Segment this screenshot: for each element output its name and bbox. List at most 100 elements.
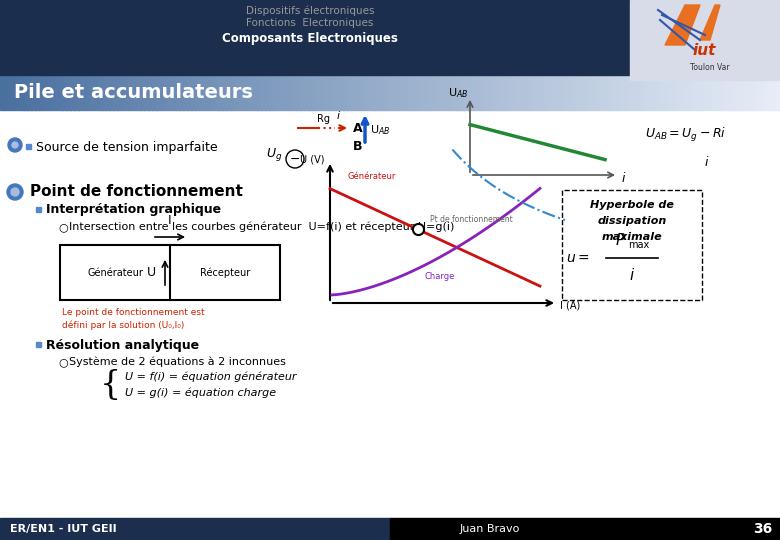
Text: iut: iut	[693, 43, 716, 58]
Text: Hyperbole de: Hyperbole de	[590, 200, 674, 210]
Bar	[257, 75, 262, 110]
Bar	[0, 0, 680, 75]
Bar	[222, 75, 227, 110]
Bar	[105, 75, 110, 110]
Text: A: A	[353, 122, 363, 134]
Bar	[70, 75, 75, 110]
Bar	[117, 75, 122, 110]
Bar	[98, 75, 102, 110]
Text: U = g(i) = équation charge: U = g(i) = équation charge	[125, 388, 276, 399]
Bar	[277, 75, 282, 110]
Bar	[589, 75, 594, 110]
Text: Pt de fonctionnement: Pt de fonctionnement	[430, 215, 512, 224]
Bar	[655, 75, 660, 110]
Bar	[585, 75, 590, 110]
Bar	[179, 75, 184, 110]
Polygon shape	[665, 5, 700, 45]
Bar	[242, 75, 246, 110]
Bar	[316, 75, 321, 110]
Bar	[608, 75, 613, 110]
Bar	[488, 75, 492, 110]
Bar	[308, 75, 313, 110]
Text: Pile et accumulateurs: Pile et accumulateurs	[14, 84, 253, 103]
Bar	[749, 75, 753, 110]
Bar	[429, 75, 434, 110]
Text: ○: ○	[58, 357, 68, 367]
Bar	[398, 75, 402, 110]
Bar	[292, 75, 297, 110]
Bar	[698, 75, 703, 110]
Bar	[47, 75, 51, 110]
Bar	[690, 75, 695, 110]
Text: Dispositifs électroniques: Dispositifs électroniques	[246, 6, 374, 17]
Bar	[663, 75, 668, 110]
Text: i: i	[705, 156, 708, 168]
Bar	[320, 75, 324, 110]
Bar	[0, 518, 390, 540]
Text: i: i	[336, 111, 339, 121]
Bar	[172, 75, 176, 110]
Text: dissipation: dissipation	[597, 216, 667, 226]
Bar	[8, 75, 12, 110]
Bar	[26, 144, 31, 149]
Bar	[632, 75, 636, 110]
Bar	[351, 75, 356, 110]
Text: Générateur: Générateur	[87, 268, 143, 278]
Text: I (A): I (A)	[560, 301, 580, 311]
Bar	[27, 75, 32, 110]
Bar	[640, 75, 644, 110]
Bar	[686, 75, 691, 110]
Bar	[694, 75, 699, 110]
Bar	[226, 75, 231, 110]
Bar	[312, 75, 317, 110]
Bar	[402, 75, 406, 110]
Bar	[60, 245, 280, 300]
Bar	[374, 75, 379, 110]
Text: i: i	[630, 268, 634, 283]
Bar	[250, 75, 254, 110]
Bar	[101, 75, 106, 110]
Bar	[187, 75, 192, 110]
Bar	[207, 75, 211, 110]
Bar	[667, 75, 672, 110]
Bar	[261, 75, 266, 110]
Bar	[456, 75, 461, 110]
Bar	[90, 75, 94, 110]
Text: U$_{AB}$: U$_{AB}$	[448, 86, 468, 100]
Circle shape	[11, 188, 19, 196]
Bar	[246, 75, 250, 110]
Bar	[495, 75, 500, 110]
Bar	[526, 75, 531, 110]
Text: U = f(i) = équation générateur: U = f(i) = équation générateur	[125, 372, 296, 382]
Bar	[714, 75, 718, 110]
Bar	[601, 75, 605, 110]
Bar	[554, 75, 558, 110]
Text: U: U	[147, 267, 156, 280]
Bar	[4, 75, 9, 110]
Bar	[573, 75, 578, 110]
Bar	[195, 75, 200, 110]
Text: maximale: maximale	[601, 232, 662, 242]
Bar	[238, 75, 243, 110]
Bar	[511, 75, 516, 110]
Bar	[523, 75, 527, 110]
Bar	[218, 75, 223, 110]
Bar	[160, 75, 165, 110]
Bar	[125, 75, 129, 110]
Bar	[647, 75, 652, 110]
Bar	[390, 518, 780, 540]
Bar	[20, 75, 24, 110]
Bar	[682, 75, 687, 110]
Polygon shape	[700, 5, 720, 40]
Bar	[363, 75, 367, 110]
Text: Toulon Var: Toulon Var	[690, 63, 729, 72]
Bar	[503, 75, 508, 110]
Bar	[370, 75, 375, 110]
Bar	[628, 75, 633, 110]
Bar	[452, 75, 457, 110]
Bar	[480, 75, 484, 110]
Circle shape	[12, 142, 18, 148]
Bar	[55, 75, 59, 110]
Bar	[168, 75, 172, 110]
Bar	[499, 75, 504, 110]
